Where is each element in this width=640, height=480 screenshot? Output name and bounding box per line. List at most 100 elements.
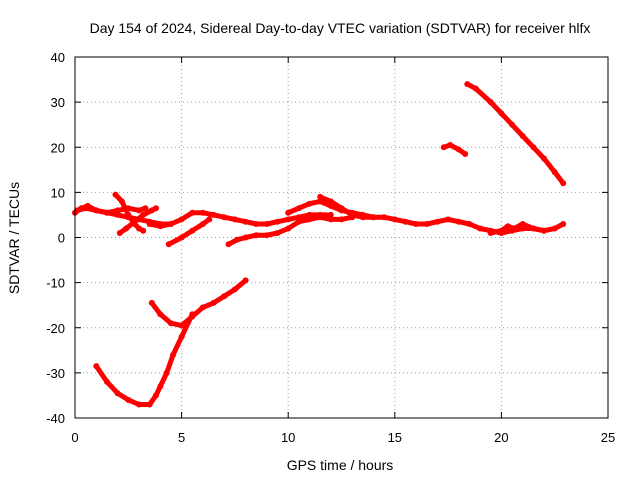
data-point	[402, 218, 409, 225]
data-point	[167, 221, 174, 227]
y-tick-label: 30	[51, 95, 65, 110]
data-point	[157, 311, 164, 318]
data-point	[178, 333, 185, 340]
data-point	[146, 401, 153, 408]
data-point	[285, 209, 292, 216]
x-tick-label: 0	[71, 430, 78, 445]
series-track-d	[116, 205, 159, 236]
data-point	[199, 304, 206, 311]
data-point	[274, 218, 281, 225]
data-point	[530, 225, 537, 232]
data-point	[104, 378, 110, 385]
data-point	[498, 227, 505, 234]
data-point	[242, 277, 249, 284]
data-point	[519, 133, 526, 139]
data-point	[317, 193, 324, 200]
data-point	[157, 383, 164, 390]
data-point	[295, 218, 302, 225]
data-point	[472, 85, 479, 92]
x-tick-label: 15	[388, 430, 402, 445]
data-point	[93, 363, 100, 370]
data-point	[455, 146, 462, 153]
data-point	[263, 232, 270, 239]
data-point	[541, 227, 547, 234]
series-track-m	[440, 142, 469, 157]
data-point	[445, 216, 452, 223]
data-point	[295, 214, 302, 221]
data-point	[327, 216, 334, 223]
data-point	[285, 225, 292, 232]
data-point	[123, 225, 130, 232]
data-point	[125, 211, 132, 218]
y-tick-label: -20	[46, 321, 65, 336]
data-point	[210, 299, 217, 306]
series-line	[464, 81, 566, 186]
data-point	[199, 221, 206, 227]
data-point	[306, 200, 313, 207]
data-point	[560, 221, 567, 227]
data-point	[381, 214, 388, 221]
chart-title: Day 154 of 2024, Sidereal Day-to-day VTE…	[90, 20, 591, 36]
series-line	[441, 142, 468, 157]
data-point	[560, 180, 567, 187]
data-point	[519, 221, 526, 227]
series-track-g	[225, 214, 356, 248]
data-point	[116, 230, 123, 236]
data-point	[146, 221, 153, 227]
data-point	[231, 286, 238, 293]
data-point	[118, 198, 125, 205]
data-point	[423, 221, 430, 227]
data-point	[338, 216, 345, 223]
data-point	[178, 234, 185, 241]
data-point	[464, 81, 471, 88]
data-point	[125, 396, 132, 403]
data-point	[434, 218, 441, 225]
x-tick-label: 5	[178, 430, 185, 445]
data-point	[114, 390, 121, 397]
data-point	[93, 207, 100, 214]
data-point	[167, 320, 174, 327]
y-tick-label: 0	[58, 231, 65, 246]
data-point	[112, 191, 119, 198]
data-point	[327, 211, 334, 218]
data-point	[199, 209, 206, 216]
data-point	[153, 205, 159, 212]
series-track-l	[148, 277, 249, 329]
data-series	[72, 81, 567, 408]
series-track-n	[464, 81, 567, 187]
data-point	[178, 322, 185, 329]
data-point	[349, 211, 356, 218]
series-line	[149, 277, 249, 328]
data-point	[114, 211, 121, 218]
data-point	[170, 351, 177, 358]
data-point	[462, 151, 469, 157]
data-point	[140, 227, 147, 234]
series-track-i	[317, 193, 377, 221]
data-point	[104, 209, 110, 216]
data-point	[178, 216, 185, 223]
data-point	[359, 214, 366, 221]
x-axis-label: GPS time / hours	[287, 457, 394, 473]
y-tick-label: -30	[46, 366, 65, 381]
data-point	[140, 211, 147, 218]
data-point	[165, 241, 172, 248]
data-point	[551, 169, 558, 176]
data-point	[370, 214, 377, 221]
data-point	[274, 230, 281, 236]
data-point	[295, 205, 302, 212]
data-point	[114, 207, 121, 214]
data-point	[189, 313, 196, 320]
data-point	[74, 207, 81, 214]
x-tick-label: 20	[494, 430, 508, 445]
data-point	[487, 230, 494, 236]
data-point	[157, 223, 164, 230]
data-point	[306, 216, 313, 223]
data-point	[242, 234, 249, 241]
data-point	[253, 221, 260, 227]
data-point	[225, 241, 232, 248]
data-point	[447, 142, 454, 148]
data-point	[148, 299, 155, 306]
data-point	[306, 211, 313, 218]
x-tick-label: 25	[601, 430, 615, 445]
